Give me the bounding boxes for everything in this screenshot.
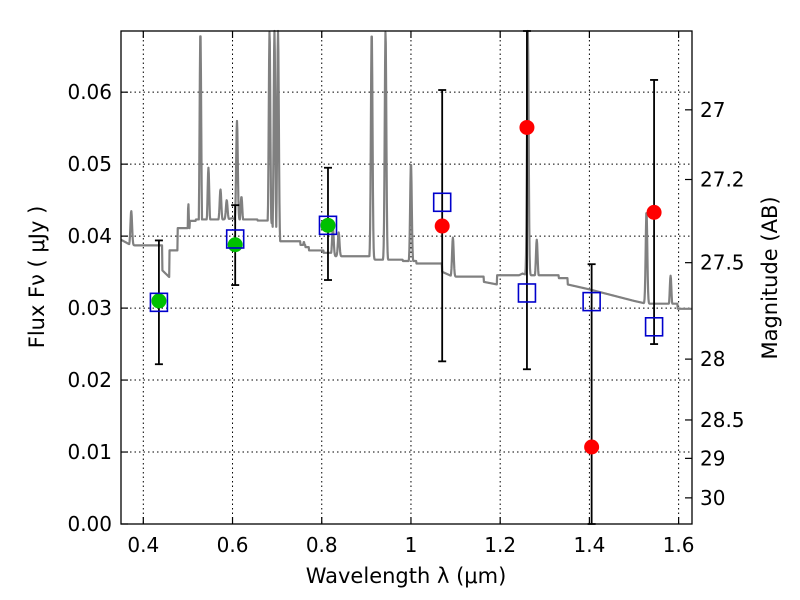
data-point-circle xyxy=(584,439,600,455)
model-spectrum xyxy=(120,29,693,310)
data-point-circle xyxy=(151,293,167,309)
x-tick-label: 1.6 xyxy=(663,533,695,557)
y2-tick-label: 30 xyxy=(700,486,725,510)
data-markers xyxy=(149,119,664,455)
y-tick-label: 0.05 xyxy=(67,152,112,176)
x-tick-label: 1 xyxy=(405,533,418,557)
y-axis-label: Flux Fν ( μJy ) xyxy=(25,206,49,349)
y-tick-label: 0.04 xyxy=(67,224,112,248)
y-tick-label: 0.03 xyxy=(67,296,112,320)
x-tick-label: 0.8 xyxy=(306,533,338,557)
y2-tick-label: 28 xyxy=(700,347,725,371)
y-tick-label: 0.06 xyxy=(67,80,112,104)
y2-tick-label: 27.2 xyxy=(700,168,745,192)
y2-tick-label: 27.5 xyxy=(700,251,745,275)
y2-axis-label: Magnitude (AB) xyxy=(758,196,782,359)
y2-tick-label: 29 xyxy=(700,446,725,470)
data-point-square xyxy=(225,229,245,249)
plot-frame xyxy=(120,30,693,525)
y-tick-label: 0.00 xyxy=(67,512,112,536)
y2-tick-label: 28.5 xyxy=(700,408,745,432)
grid-lines xyxy=(121,31,692,525)
data-point-square xyxy=(318,215,338,236)
data-point-circle xyxy=(519,119,535,135)
data-point-square xyxy=(432,192,452,213)
y2-tick-label: 27 xyxy=(700,98,725,122)
model-spectrum-line xyxy=(120,29,693,310)
y-tick-label: 0.01 xyxy=(67,440,112,464)
axis-ticks: 0.4 0.6 0.8 1 1.2 1.4 1.6 0.00 0.01 0.02 0.03 0.04 0… xyxy=(67,31,745,557)
x-tick-label: 1.2 xyxy=(484,533,516,557)
data-point-square xyxy=(582,291,601,312)
x-tick-label: 0.6 xyxy=(217,533,249,557)
data-point-square xyxy=(517,283,537,303)
data-point-circle xyxy=(646,204,662,220)
data-point-circle xyxy=(227,237,243,253)
data-point-circle xyxy=(320,217,336,233)
data-point-circle xyxy=(434,218,450,234)
data-point-square xyxy=(644,316,664,337)
x-tick-label: 1.4 xyxy=(573,533,605,557)
data-point-square xyxy=(149,292,169,313)
y-tick-label: 0.02 xyxy=(67,368,112,392)
x-axis-label: Wavelength λ (μm) xyxy=(306,564,507,588)
x-tick-label: 0.4 xyxy=(127,533,159,557)
